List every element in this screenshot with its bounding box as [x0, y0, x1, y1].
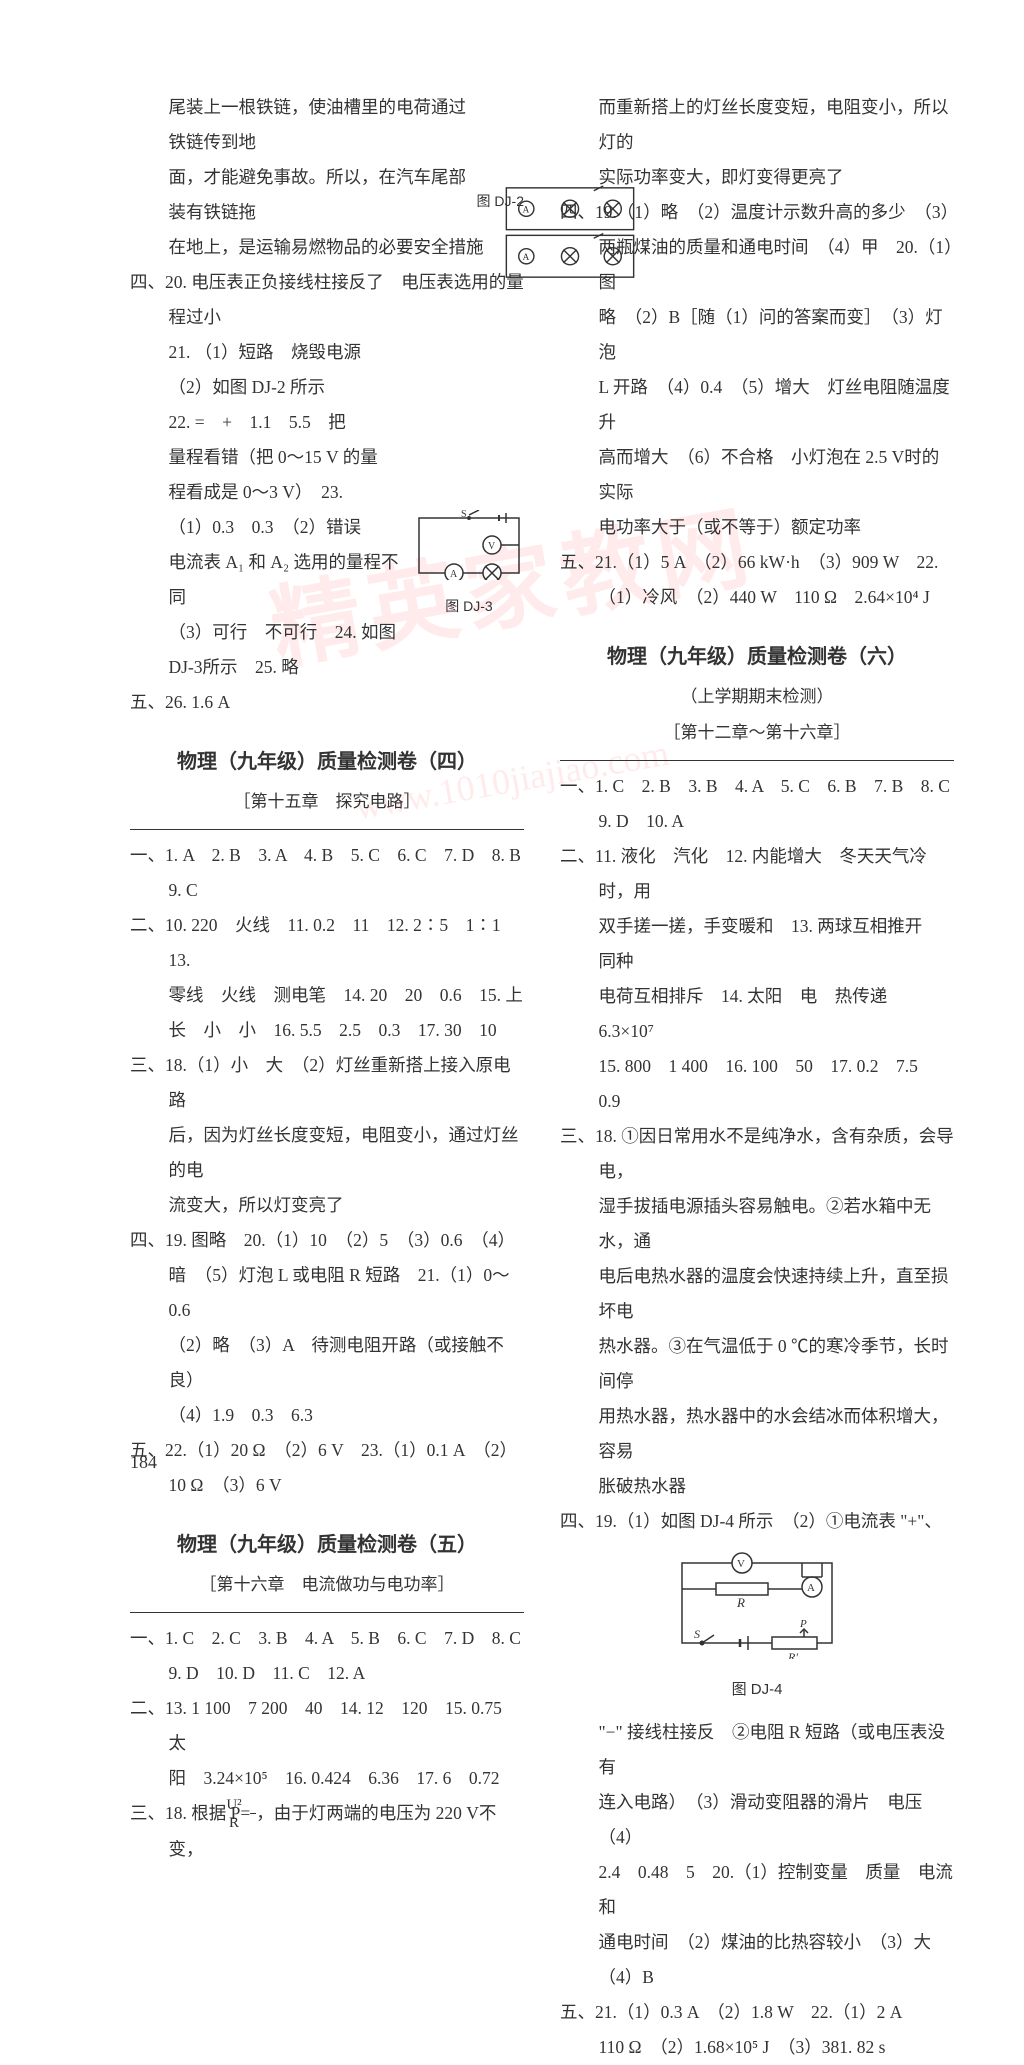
l-l9: 程看成是 0～3 V） 23.	[130, 475, 524, 510]
t6-a3e: 用热水器，热水器中的水会结冰而体积增大，容易	[560, 1399, 954, 1469]
t4-a4: 四、19. 图略 20.（1）10 （2）5 （3）0.6 （4）	[130, 1223, 524, 1258]
t4-a3: 三、18.（1）小 大 （2）灯丝重新搭上接入原电路	[130, 1048, 524, 1118]
t5-a1: 一、1. C 2. C 3. B 4. A 5. B 6. C 7. D 8. …	[130, 1621, 524, 1656]
t4-a1: 一、1. A 2. B 3. A 4. B 5. C 6. C 7. D 8. …	[130, 838, 524, 873]
dj2-diagram-box: A A	[477, 185, 524, 215]
svg-text:S: S	[461, 510, 467, 520]
svg-text:A: A	[523, 206, 530, 216]
t6-a3f: 胀破热水器	[560, 1469, 954, 1504]
l-l7: 22. = + 1.1 5.5 把	[130, 405, 524, 440]
t6-a2d: 15. 800 1 400 16. 100 50 17. 0.2 7.5 0.9	[560, 1049, 954, 1119]
dj4-circuit-svg: V A R S P R'	[672, 1549, 842, 1659]
l-l5: 21. （1）短路 烧毁电源	[130, 335, 524, 370]
t6-a3: 三、18. ①因日常用水不是纯净水，含有杂质，会导电，	[560, 1119, 954, 1189]
t6-a5b: 110 Ω （2）1.68×10⁵ J （3）381. 82 s	[560, 2030, 954, 2065]
l-l2: 面，才能避免事故。所以，在汽车尾部装有铁链拖	[130, 160, 524, 230]
content-columns: A A	[130, 90, 954, 2065]
l-l14: 五、26. 1.6 A	[130, 685, 524, 720]
t6-a3d: 热水器。③在气温低于 0 ℃的寒冷季节，长时间停	[560, 1329, 954, 1399]
t5-a1b: 9. D 10. D 11. C 12. A	[130, 1656, 524, 1691]
t6-a3b: 湿手拔插电源插头容易触电。②若水箱中无水，通	[560, 1189, 954, 1259]
t4-a5: 五、22.（1）20 Ω （2）6 V 23.（1）0.1 A （2）	[130, 1433, 524, 1468]
right-column: 而重新搭上的灯丝长度变短，电阻变小，所以灯的 实际功率变大，即灯变得更亮了 四、…	[560, 90, 954, 2065]
t4-a3c: 流变大，所以灯变亮了	[130, 1188, 524, 1223]
svg-text:R: R	[736, 1595, 745, 1610]
l-l13: DJ-3所示 25. 略	[130, 650, 524, 685]
t6-a4: 四、19.（1）如图 DJ-4 所示 （2）①电流表 "+"、	[560, 1504, 954, 1539]
r-l4b: （1）冷风 （2）440 W 110 Ω 2.64×10⁴ J	[560, 580, 954, 615]
dj3-circuit-svg: S V A	[414, 510, 524, 580]
l-l8: 量程看错（把 0～15 V 的量	[130, 440, 524, 475]
dj2-circuit-svg: A A	[500, 185, 640, 280]
t4-a2b: 零线 火线 测电笔 14. 20 20 0.6 15. 上	[130, 978, 524, 1013]
test6-title: 物理（九年级）质量检测卷（六）	[560, 637, 954, 677]
test6-sub: （上学期期末检测）	[560, 680, 954, 714]
l-l6: （2）如图 DJ-2 所示	[130, 370, 524, 405]
r-l1: 而重新搭上的灯丝长度变短，电阻变小，所以灯的	[560, 90, 954, 160]
dj3-label: 图 DJ-3	[414, 592, 524, 620]
t6-a2c: 电荷互相排斥 14. 太阳 电 热传递 6.3×10⁷	[560, 979, 954, 1049]
t5-a2b: 阳 3.24×10⁵ 16. 0.424 6.36 17. 6 0.72	[130, 1761, 524, 1796]
t4-a4c: （2）略 （3）A 待测电阻开路（或接触不良）	[130, 1328, 524, 1398]
test5-sub: ［第十六章 电流做功与电功率］	[130, 1568, 524, 1602]
dj3-diagram-box: S V A 图 DJ-3	[414, 510, 524, 620]
t6-a4c: 连入电路） （3）滑动变阻器的滑片 电压 （4）	[560, 1785, 954, 1855]
svg-text:A: A	[807, 1582, 815, 1594]
svg-text:A: A	[523, 253, 530, 263]
t6-a4e: 通电时间 （2）煤油的比热容较小 （3）大	[560, 1925, 954, 1960]
svg-text:R': R'	[787, 1650, 798, 1659]
t4-a2c: 长 小 小 16. 5.5 2.5 0.3 17. 30 10	[130, 1013, 524, 1048]
t5-a2: 二、13. 1 100 7 200 40 14. 12 120 15. 0.75…	[130, 1691, 524, 1761]
test5-title: 物理（九年级）质量检测卷（五）	[130, 1525, 524, 1565]
test6-hr	[560, 760, 954, 761]
svg-text:V: V	[737, 1558, 745, 1570]
svg-text:V: V	[488, 541, 496, 552]
t4-a4d: （4）1.9 0.3 6.3	[130, 1398, 524, 1433]
l-l3: 在地上，是运输易燃物品的必要安全措施	[130, 230, 524, 265]
test6-sub2: ［第十二章～第十六章］	[560, 716, 954, 750]
t4-a2: 二、10. 220 火线 11. 0.2 11 12. 2∶5 1∶1 13.	[130, 908, 524, 978]
t5-a3: 三、18. 根据 P=U²R，由于灯两端的电压为 220 V不变，	[130, 1796, 524, 1867]
t6-a4b: "−" 接线柱接反 ②电阻 R 短路（或电压表没有	[560, 1715, 954, 1785]
t4-a3b: 后，因为灯丝长度变短，电阻变小，通过灯丝的电	[130, 1118, 524, 1188]
l-l12: （3）可行 不可行 24. 如图	[130, 615, 524, 650]
l-l1: 尾装上一根铁链，使油槽里的电荷通过铁链传到地	[130, 90, 524, 160]
l-l4: 四、20. 电压表正负接线柱接反了 电压表选用的量程过小	[130, 265, 524, 335]
test4-sub: ［第十五章 探究电路］	[130, 785, 524, 819]
t4-a5b: 10 Ω （3）6 V	[130, 1468, 524, 1503]
test4-hr	[130, 829, 524, 830]
t6-a3c: 电后电热水器的温度会快速持续上升，直至损坏电	[560, 1259, 954, 1329]
test4-title: 物理（九年级）质量检测卷（四）	[130, 742, 524, 782]
left-column: A A	[130, 90, 524, 2065]
t6-a2: 二、11. 液化 汽化 12. 内能增大 冬天天气冷时，用	[560, 839, 954, 909]
t4-a1b: 9. C	[130, 873, 524, 908]
r-l3d: L 开路 （4）0.4 （5）增大 灯丝电阻随温度升	[560, 370, 954, 440]
t6-a1b: 9. D 10. A	[560, 804, 954, 839]
dj4-diagram-box: V A R S P R' 图 DJ-4	[560, 1549, 954, 1705]
r-l3e: 高而增大 （6）不合格 小灯泡在 2.5 V时的实际	[560, 440, 954, 510]
svg-text:P: P	[799, 1618, 807, 1630]
r-l3c: 略 （2）B［随（1）问的答案而变］ （3）灯泡	[560, 300, 954, 370]
svg-text:A: A	[450, 569, 458, 580]
r-l3f: 电功率大于（或不等于）额定功率	[560, 510, 954, 545]
dj4-label: 图 DJ-4	[560, 1675, 954, 1705]
t6-a5: 五、21.（1）0.3 A （2）1.8 W 22.（1）2 A	[560, 1995, 954, 2030]
t6-a4d: 2.4 0.48 5 20.（1）控制变量 质量 电流和	[560, 1855, 954, 1925]
svg-text:S: S	[694, 1627, 700, 1641]
test5-hr	[130, 1612, 524, 1613]
t6-a2b: 双手搓一搓，手变暖和 13. 两球互相推开 同种	[560, 909, 954, 979]
r-l4: 五、21.（1）5 A （2）66 kW·h （3）909 W 22.	[560, 545, 954, 580]
left-top-block: A A	[130, 90, 524, 720]
t6-a4f: （4）B	[560, 1960, 954, 1995]
t6-a1: 一、1. C 2. B 3. B 4. A 5. C 6. B 7. B 8. …	[560, 769, 954, 804]
t4-a4b: 暗 （5）灯泡 L 或电阻 R 短路 21.（1）0～0.6	[130, 1258, 524, 1328]
